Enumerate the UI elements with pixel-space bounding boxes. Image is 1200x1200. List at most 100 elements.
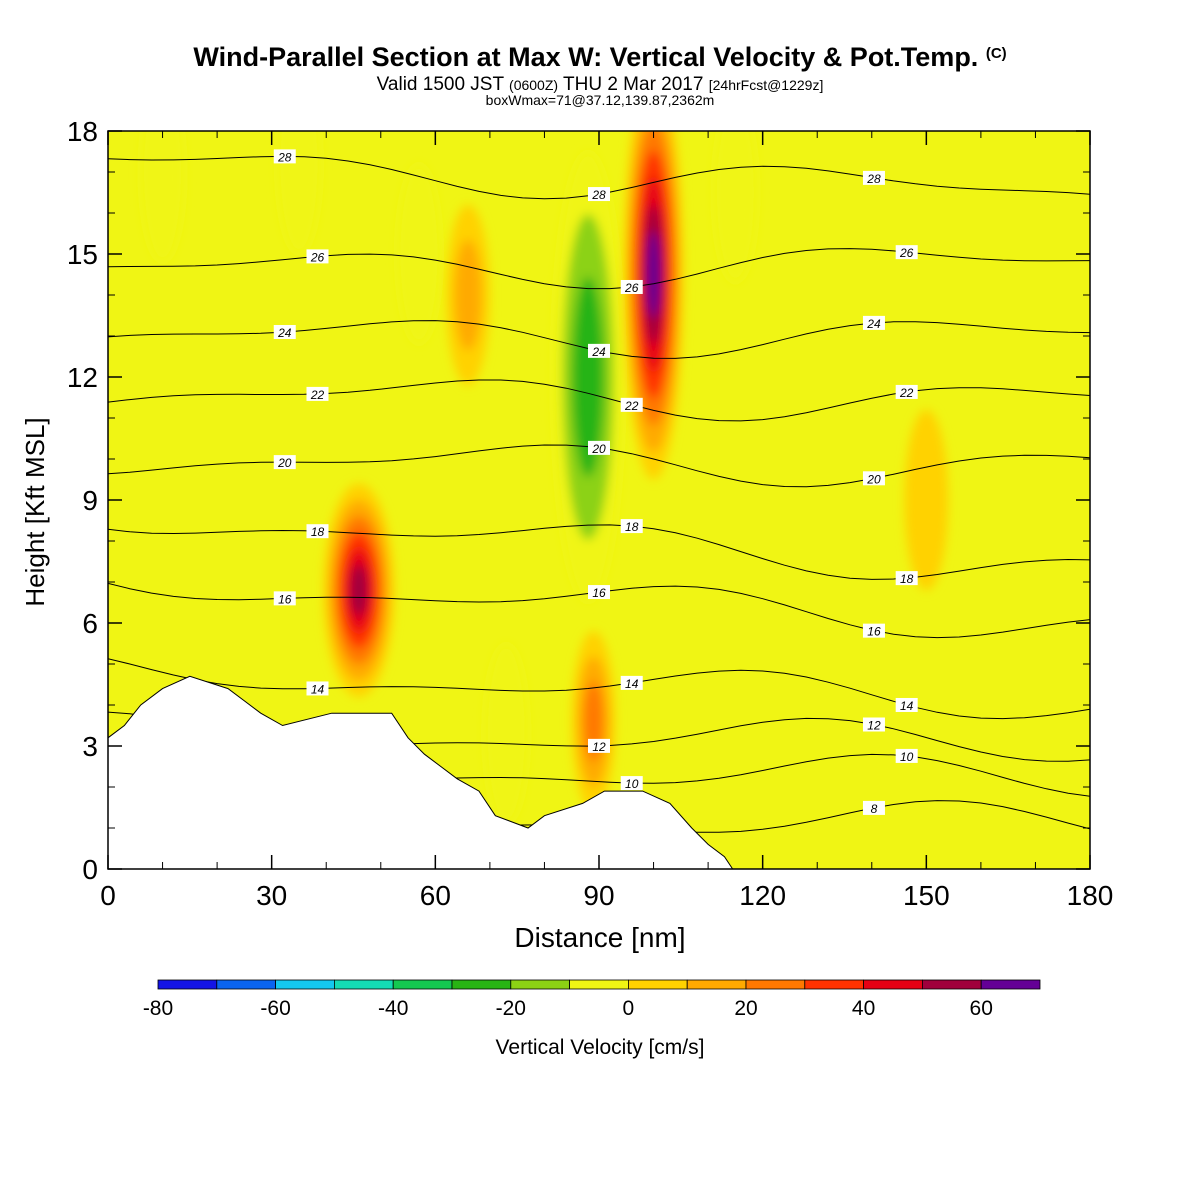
colorbar-tick-label: -20 bbox=[496, 997, 526, 1020]
colorbar-swatch bbox=[863, 979, 923, 990]
vertical-velocity-field bbox=[140, 131, 949, 824]
theta-label-bg bbox=[895, 384, 918, 399]
colorbar-swatch bbox=[216, 979, 277, 990]
y-tick-label: 15 bbox=[67, 239, 98, 270]
theta-label-16: 16 bbox=[278, 592, 292, 606]
theta-label-18: 18 bbox=[311, 525, 325, 539]
theta-label-24: 24 bbox=[591, 345, 606, 359]
y-tick-label: 0 bbox=[82, 854, 98, 885]
velocity-core-downdraft bbox=[484, 643, 529, 824]
theta-label-12: 12 bbox=[867, 719, 881, 733]
x-tick-label: 0 bbox=[100, 880, 116, 911]
y-tick-label: 3 bbox=[82, 731, 98, 762]
theta-label-14: 14 bbox=[625, 677, 639, 691]
theta-label-bg bbox=[273, 149, 296, 164]
theta-label-28: 28 bbox=[866, 172, 881, 186]
x-tick-label: 60 bbox=[420, 880, 451, 911]
theta-label-bg bbox=[306, 524, 329, 539]
theta-label-22: 22 bbox=[899, 386, 914, 400]
theta-label-bg bbox=[862, 170, 885, 185]
theta-label-bg bbox=[588, 738, 610, 753]
y-axis-label: Height [Kft MSL] bbox=[20, 417, 50, 607]
x-tick-label: 90 bbox=[583, 880, 614, 911]
theta-label-bg bbox=[895, 571, 918, 586]
colorbar: -80 -60 -40 -20 0 20 40 60 bbox=[143, 979, 1041, 1020]
theta-label-bg bbox=[862, 800, 885, 815]
box-wmax-info: boxWmax=71@37.12,139.87,2362m bbox=[485, 92, 715, 108]
theta-label-bg bbox=[588, 440, 610, 455]
theta-label-bg bbox=[588, 187, 610, 202]
colorbar-swatch bbox=[628, 979, 688, 990]
theta-label-16: 16 bbox=[592, 586, 606, 600]
velocity-core-downdraft bbox=[397, 163, 441, 345]
x-tick-label: 150 bbox=[903, 880, 950, 911]
theta-label-bg bbox=[620, 397, 643, 412]
chart-subtitle: Valid 1500 JST (0600Z) THU 2 Mar 2017 [2… bbox=[376, 74, 824, 95]
colorbar-swatch bbox=[980, 979, 1041, 990]
theta-label-bg bbox=[588, 585, 610, 600]
colorbar-swatch bbox=[275, 979, 335, 990]
velocity-core-updraft bbox=[647, 231, 660, 318]
theta-label-26: 26 bbox=[899, 246, 914, 260]
colorbar-tick-label: 60 bbox=[970, 997, 993, 1020]
x-tick-label: 120 bbox=[739, 880, 786, 911]
theta-label-22: 22 bbox=[310, 388, 325, 402]
theta-label-bg bbox=[620, 675, 643, 690]
theta-label-24: 24 bbox=[866, 317, 881, 331]
colorbar-tick-label: -80 bbox=[143, 997, 173, 1020]
theta-label-14: 14 bbox=[311, 682, 325, 696]
theta-label-bg bbox=[862, 315, 885, 330]
colorbar-swatch bbox=[804, 979, 864, 990]
theta-label-bg bbox=[862, 623, 885, 638]
theta-label-bg bbox=[306, 249, 329, 264]
theta-label-18: 18 bbox=[900, 572, 914, 586]
theta-label-28: 28 bbox=[277, 150, 292, 164]
velocity-core-updraft bbox=[454, 239, 482, 351]
theta-label-10: 10 bbox=[900, 750, 914, 764]
velocity-blobs bbox=[140, 131, 949, 824]
terrain bbox=[108, 675, 1090, 869]
theta-label-26: 26 bbox=[310, 250, 325, 264]
theta-contour-18 bbox=[108, 524, 1090, 580]
theta-label-22: 22 bbox=[624, 399, 639, 413]
colorbar-swatch bbox=[392, 979, 453, 990]
theta-label-28: 28 bbox=[591, 188, 606, 202]
colorbar-tick-label: 40 bbox=[852, 997, 875, 1020]
theta-label-bg bbox=[895, 245, 918, 260]
theta-label-bg bbox=[620, 776, 643, 791]
colorbar-swatch bbox=[451, 979, 512, 990]
colorbar-swatch bbox=[510, 979, 570, 990]
colorbar-tick-label: 0 bbox=[623, 997, 635, 1020]
colorbar-swatch bbox=[922, 979, 982, 990]
colorbar-label: Vertical Velocity [cm/s] bbox=[495, 1036, 705, 1059]
colorbar-swatch bbox=[745, 979, 806, 990]
axes: 0 30 60 90 120 150 180 0 3 6 9 12 15 18 bbox=[67, 116, 1114, 911]
y-tick-label: 6 bbox=[82, 608, 98, 639]
theta-contour-22 bbox=[108, 379, 1090, 422]
theta-label-bg bbox=[306, 386, 329, 401]
colorbar-swatch bbox=[686, 979, 747, 990]
velocity-core-updraft bbox=[904, 409, 949, 591]
theta-label-24: 24 bbox=[277, 326, 292, 340]
colorbar-swatch bbox=[157, 979, 218, 990]
theta-contour-26 bbox=[108, 248, 1090, 290]
velocity-core-downdraft bbox=[572, 276, 604, 478]
theta-label-bg bbox=[620, 519, 643, 534]
theta-label-bg bbox=[620, 279, 643, 294]
velocity-core-updraft bbox=[350, 564, 368, 617]
y-tick-label: 18 bbox=[67, 116, 98, 147]
theta-label-14: 14 bbox=[900, 699, 914, 713]
theta-label-bg bbox=[273, 325, 296, 340]
theta-label-bg bbox=[273, 455, 296, 470]
colorbar-tick-label: 20 bbox=[734, 997, 757, 1020]
velocity-core-downdraft bbox=[140, 131, 185, 263]
chart-title: Wind-Parallel Section at Max W: Vertical… bbox=[193, 42, 1007, 72]
velocity-core-downdraft bbox=[713, 131, 758, 283]
x-tick-label: 30 bbox=[256, 880, 287, 911]
theta-label-12: 12 bbox=[592, 740, 606, 754]
colorbar-swatch bbox=[569, 979, 629, 990]
theta-contour-14 bbox=[108, 658, 1090, 720]
theta-label-16: 16 bbox=[867, 625, 881, 639]
theta-label-bg bbox=[862, 717, 885, 732]
